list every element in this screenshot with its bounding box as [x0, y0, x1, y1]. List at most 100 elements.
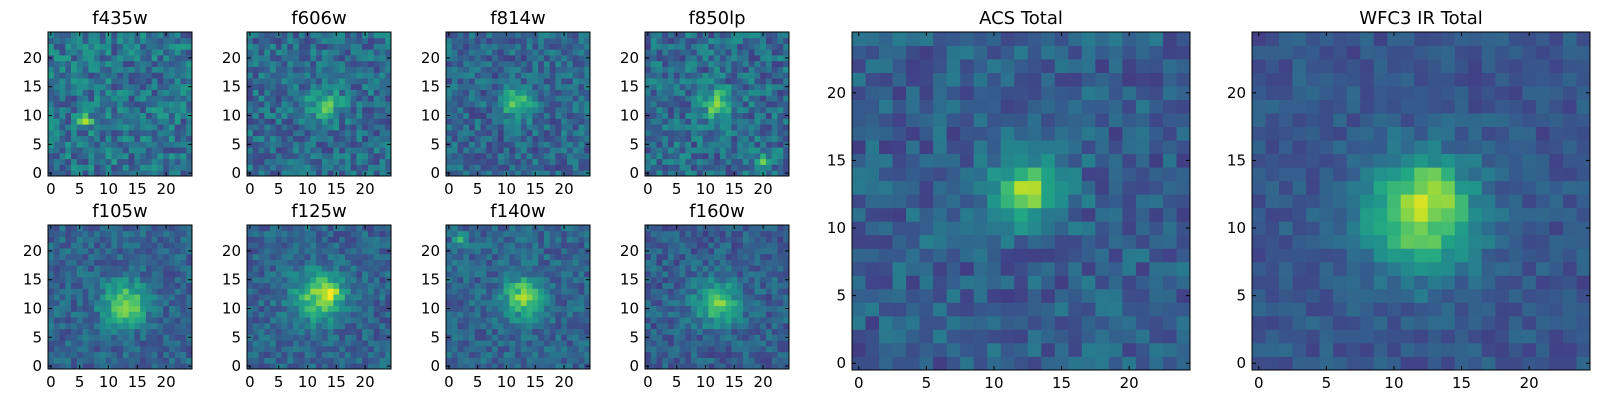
heatmap-cell [163, 259, 170, 266]
heatmap-cell [298, 83, 305, 90]
heatmap-cell [497, 334, 504, 341]
heatmap-cell [731, 37, 738, 44]
heatmap-cell [111, 152, 118, 160]
heatmap-cell [252, 147, 259, 154]
heatmap-cell [275, 106, 282, 114]
heatmap-cell [748, 101, 755, 108]
heatmap-cell [520, 311, 528, 318]
heatmap-cell [373, 236, 380, 243]
heatmap-cell [708, 294, 715, 301]
heatmap-cell [264, 124, 271, 131]
heatmap-cell [561, 55, 568, 62]
heatmap-cell [293, 236, 300, 243]
heatmap-cell [662, 328, 669, 335]
heatmap-cell [645, 317, 652, 324]
heatmap-cell [373, 311, 380, 318]
heatmap-cell [275, 78, 282, 85]
heatmap-cell [509, 66, 516, 73]
heatmap-cell [719, 112, 727, 119]
heatmap-cell [561, 66, 568, 73]
heatmap-cell [333, 276, 340, 283]
heatmap-cell [520, 60, 528, 67]
heatmap-cell [105, 78, 112, 85]
heatmap-cell [650, 351, 657, 358]
heatmap-cell [578, 78, 585, 85]
heatmap-cell [771, 32, 778, 39]
heatmap-cell [379, 317, 386, 324]
heatmap-cell [509, 334, 516, 341]
heatmap-cell [584, 259, 591, 266]
heatmap-cell [304, 294, 311, 301]
heatmap-cell [140, 158, 147, 165]
heatmap-cell [304, 276, 311, 283]
heatmap-cell [451, 66, 458, 73]
heatmap-cell [281, 60, 288, 67]
heatmap-cell [731, 328, 738, 335]
heatmap-cell [145, 118, 153, 125]
heatmap-cell [264, 158, 271, 165]
heatmap-cell [76, 37, 83, 44]
heatmap-cell [497, 357, 504, 364]
heatmap-cell [469, 236, 476, 243]
heatmap-cell [281, 72, 288, 79]
heatmap-cell [480, 55, 487, 62]
heatmap-cell [771, 78, 778, 85]
heatmap-cell [111, 60, 118, 67]
heatmap-cell [645, 147, 652, 154]
heatmap-cell [174, 259, 181, 266]
heatmap-cell [174, 345, 181, 353]
heatmap-cell [344, 299, 352, 307]
heatmap-cell [339, 328, 346, 335]
heatmap-cell [304, 345, 311, 353]
heatmap-cell [367, 294, 375, 301]
heatmap-cell [566, 288, 574, 295]
heatmap-cell [572, 236, 579, 243]
heatmap-cell [247, 43, 254, 50]
heatmap-cell [480, 152, 487, 160]
heatmap-cell [122, 32, 130, 39]
heatmap-cell [446, 311, 453, 318]
heatmap-cell [379, 271, 386, 278]
heatmap-cell [298, 147, 305, 154]
heatmap-cell [111, 311, 118, 318]
heatmap-cell [53, 141, 60, 148]
heatmap-cell [584, 95, 591, 102]
heatmap-cell [385, 147, 392, 154]
heatmap-cell [492, 78, 499, 85]
heatmap-cell [48, 95, 55, 102]
heatmap-cell [151, 288, 158, 295]
heatmap-cell [691, 345, 698, 353]
heatmap-cell [549, 60, 556, 67]
heatmap-cell [379, 152, 386, 160]
x-tick-label: 15 [526, 373, 545, 391]
heatmap-cell [457, 135, 464, 142]
heatmap-cell [385, 259, 392, 266]
heatmap-cell [111, 32, 118, 39]
heatmap-cell [385, 66, 392, 73]
heatmap-cell [362, 101, 369, 108]
x-tick-label: 10 [497, 373, 516, 391]
heatmap-cell [65, 170, 72, 177]
heatmap-cell [742, 95, 750, 102]
heatmap-cell [298, 236, 305, 243]
heatmap-cell [367, 164, 375, 171]
heatmap-cell [497, 294, 504, 301]
heatmap-cell [561, 101, 568, 108]
heatmap-cell [469, 78, 476, 85]
heatmap-cell [515, 95, 522, 102]
heatmap-cell [157, 322, 164, 330]
heatmap-cell [555, 242, 562, 249]
heatmap-cell [275, 43, 282, 50]
heatmap-cell [157, 334, 164, 341]
heatmap-cell [373, 230, 380, 237]
heatmap-cell [673, 305, 680, 312]
heatmap-cell [128, 49, 135, 56]
heatmap-cell [662, 95, 669, 102]
heatmap-cell [128, 351, 135, 358]
heatmap-cell [679, 101, 686, 108]
heatmap-cell [304, 334, 311, 341]
heatmap-cell [82, 72, 89, 79]
heatmap-cell [151, 32, 158, 39]
heatmap-cell [702, 118, 709, 125]
heatmap-cell [105, 288, 112, 295]
